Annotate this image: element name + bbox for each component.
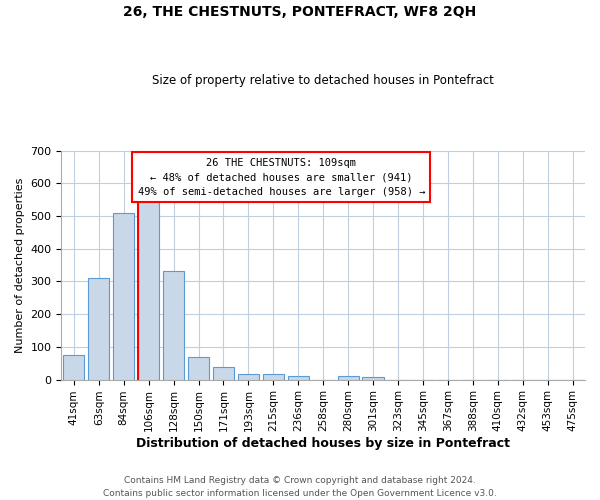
Bar (188, 358, 209, 380)
Bar (113, 213, 134, 380)
Text: 26, THE CHESTNUTS, PONTEFRACT, WF8 2QH: 26, THE CHESTNUTS, PONTEFRACT, WF8 2QH (124, 5, 476, 19)
Text: 26 THE CHESTNUTS: 109sqm
← 48% of detached houses are smaller (941)
49% of semi-: 26 THE CHESTNUTS: 109sqm ← 48% of detach… (137, 158, 425, 197)
Bar (338, 376, 359, 380)
Bar (63, 355, 85, 380)
Y-axis label: Number of detached properties: Number of detached properties (15, 178, 25, 353)
Bar (163, 270, 184, 380)
Bar (362, 378, 383, 380)
Title: Size of property relative to detached houses in Pontefract: Size of property relative to detached ho… (152, 74, 494, 87)
Bar (263, 374, 284, 380)
Bar (213, 366, 234, 380)
Text: Contains HM Land Registry data © Crown copyright and database right 2024.
Contai: Contains HM Land Registry data © Crown c… (103, 476, 497, 498)
Bar (287, 376, 309, 380)
Bar (238, 374, 259, 380)
Bar (138, 190, 159, 380)
Bar (88, 278, 109, 380)
X-axis label: Distribution of detached houses by size in Pontefract: Distribution of detached houses by size … (136, 437, 510, 450)
